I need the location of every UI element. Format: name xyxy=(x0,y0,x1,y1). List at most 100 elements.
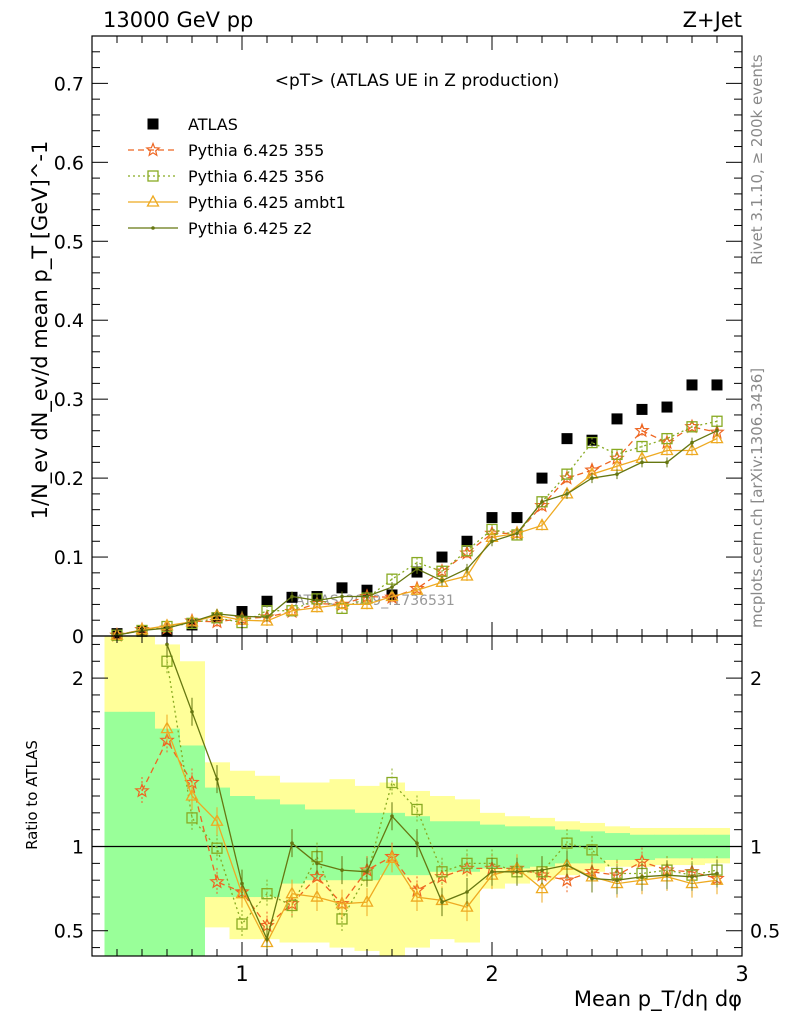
point-z2 xyxy=(165,626,169,630)
point-atlas xyxy=(261,595,273,607)
point-p356 xyxy=(261,888,273,900)
y-tick-label: 0.7 xyxy=(54,73,84,95)
ratio-y-tick-label: 2 xyxy=(72,668,84,690)
legend-label-atlas: ATLAS xyxy=(188,115,238,134)
point-z2 xyxy=(690,875,694,879)
plot-title: <pT> (ATLAS UE in Z production) xyxy=(275,71,560,91)
point-ambt1 xyxy=(335,896,349,909)
point-z2 xyxy=(565,863,569,867)
point-ambt1 xyxy=(310,600,324,613)
point-p356 xyxy=(411,803,423,816)
point-z2 xyxy=(315,598,319,603)
point-p355 xyxy=(159,732,175,748)
point-z2 xyxy=(640,875,644,879)
point-z2 xyxy=(590,876,594,881)
band-inner-bin xyxy=(129,711,155,956)
point-atlas xyxy=(536,472,548,484)
point-p355 xyxy=(134,782,150,798)
point-z2 xyxy=(590,476,594,480)
point-ambt1 xyxy=(360,597,374,610)
point-ambt1 xyxy=(285,886,299,899)
point-ambt1 xyxy=(410,582,424,595)
point-z2 xyxy=(690,440,694,445)
point-p355 xyxy=(634,422,650,438)
legend-label-p355: Pythia 6.425 355 xyxy=(188,141,324,160)
point-z2 xyxy=(240,614,244,619)
point-atlas xyxy=(511,512,523,524)
point-z2 xyxy=(290,594,294,599)
ratio-series xyxy=(134,636,725,957)
legend-marker-ambt1 xyxy=(146,194,160,207)
point-ambt1 xyxy=(360,894,374,907)
point-ambt1 xyxy=(460,568,474,581)
point-p356 xyxy=(461,857,473,870)
point-ambt1 xyxy=(210,813,224,826)
point-z2 xyxy=(640,460,644,465)
point-z2 xyxy=(315,861,319,866)
point-z2 xyxy=(540,868,544,872)
point-z2 xyxy=(365,594,369,599)
point-atlas xyxy=(561,433,573,445)
point-p356 xyxy=(386,776,398,789)
point-ambt1 xyxy=(435,574,449,587)
point-z2 xyxy=(265,615,269,619)
x-tick-label: 3 xyxy=(735,962,748,986)
legend-marker-p356 xyxy=(147,170,159,182)
header-right: Z+Jet xyxy=(683,8,742,32)
legend-marker-z2 xyxy=(151,226,155,230)
point-z2 xyxy=(415,567,419,571)
point-z2 xyxy=(440,578,444,583)
point-atlas xyxy=(461,535,473,547)
point-z2 xyxy=(615,878,619,883)
point-z2 xyxy=(665,460,669,465)
point-ambt1 xyxy=(335,597,349,610)
point-ambt1 xyxy=(285,603,299,616)
point-atlas xyxy=(486,512,498,524)
point-atlas xyxy=(711,379,723,391)
point-z2 xyxy=(215,612,219,616)
y-tick-label: 0.4 xyxy=(54,310,84,332)
point-ambt1 xyxy=(710,431,724,444)
point-z2 xyxy=(390,585,394,589)
x-axis-label: Mean p_T/dη dφ xyxy=(574,987,742,1012)
main-y-axis-label: 1/N_ev dN_ev/d mean p_T [GeV]^-1 xyxy=(28,141,53,520)
point-ambt1 xyxy=(235,886,249,899)
point-atlas xyxy=(586,434,598,446)
point-z2 xyxy=(340,594,344,599)
point-ambt1 xyxy=(410,889,424,902)
point-atlas xyxy=(336,582,348,594)
point-ambt1 xyxy=(385,850,399,863)
point-ambt1 xyxy=(685,443,699,456)
main-series xyxy=(109,379,725,642)
point-z2 xyxy=(215,777,219,781)
point-z2 xyxy=(165,642,169,647)
point-z2 xyxy=(715,428,719,433)
point-p356 xyxy=(461,545,473,557)
point-ambt1 xyxy=(385,589,399,602)
point-z2 xyxy=(465,567,469,571)
point-ambt1 xyxy=(460,899,474,912)
point-z2 xyxy=(190,709,194,714)
point-ambt1 xyxy=(260,613,274,626)
point-atlas xyxy=(661,401,673,413)
ratio-y-tick-label: 0.5 xyxy=(54,921,84,943)
point-ambt1 xyxy=(535,881,549,894)
axes: 1 2 3 0 0.1 0.2 0.3 0.4 0.5 0.6 0.7 0.5 0.5 1 1 2 2 xyxy=(54,35,780,986)
y-tick-label: 0.5 xyxy=(54,231,84,253)
point-ambt1 xyxy=(185,788,199,801)
point-z2 xyxy=(665,873,669,877)
point-p356 xyxy=(211,842,223,854)
point-p356 xyxy=(561,837,573,849)
legend-label-p356: Pythia 6.425 356 xyxy=(188,167,324,186)
point-p356 xyxy=(561,468,573,480)
point-ambt1 xyxy=(660,443,674,456)
point-z2 xyxy=(540,499,544,504)
point-atlas xyxy=(611,413,623,425)
point-p356 xyxy=(236,918,248,930)
point-p356 xyxy=(586,436,598,449)
legend-marker-p355 xyxy=(145,141,161,157)
ratio-y-tick-label: 1 xyxy=(72,837,84,859)
point-z2 xyxy=(515,531,519,536)
point-z2 xyxy=(490,869,494,874)
legend-label-ambt1: Pythia 6.425 ambt1 xyxy=(188,193,346,212)
